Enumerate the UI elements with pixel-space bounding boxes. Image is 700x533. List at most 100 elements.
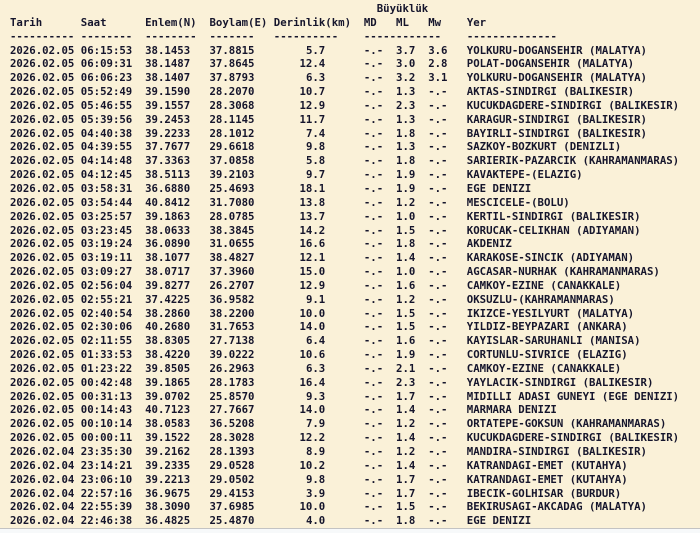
cell-ml: 1.4 <box>396 403 416 417</box>
cell-depth: 12.1 <box>299 251 326 265</box>
cell-md: -.- <box>363 251 384 265</box>
cell-time: 03:58:31 <box>80 181 133 195</box>
cell-date: 2026.02.05 <box>10 237 75 251</box>
cell-ml: 1.7 <box>396 472 416 486</box>
cell-md: -.- <box>363 306 384 320</box>
cell-mw: 3.1 <box>428 71 448 85</box>
earthquake-row: 2026.02.05 02:11:55 38.8305 27.7138 6.4 … <box>10 334 700 348</box>
earthquake-row: 2026.02.05 02:55:21 37.4225 36.9582 9.1 … <box>10 293 700 307</box>
separator-longitude: ------- <box>209 29 255 43</box>
cell-mw: -.- <box>428 514 448 528</box>
cell-latitude: 38.1453 <box>145 43 191 57</box>
cell-date: 2026.02.05 <box>10 140 75 154</box>
cell-date: 2026.02.05 <box>10 112 75 126</box>
cell-time: 01:33:53 <box>80 348 133 362</box>
cell-longitude: 29.0502 <box>209 472 255 486</box>
cell-location: AGCASAR-NURHAK (KAHRAMANMARAS) <box>466 265 660 279</box>
earthquake-row: 2026.02.04 23:06:10 39.2213 29.0502 9.8 … <box>10 473 700 487</box>
cell-ml: 1.3 <box>396 112 416 126</box>
cell-ml: 1.6 <box>396 278 416 292</box>
cell-date: 2026.02.05 <box>10 278 75 292</box>
cell-latitude: 39.1522 <box>145 431 191 445</box>
cell-mw: -.- <box>428 251 448 265</box>
cell-mw: -.- <box>428 472 448 486</box>
earthquake-row: 2026.02.05 00:14:43 40.7123 27.7667 14.0… <box>10 403 700 417</box>
cell-location: KUCUKDAGDERE-SINDIRGI (BALIKESIR) <box>466 431 680 445</box>
cell-latitude: 38.5113 <box>145 168 191 182</box>
cell-longitude: 27.7138 <box>209 334 255 348</box>
cell-longitude: 28.3068 <box>209 98 255 112</box>
cell-date: 2026.02.05 <box>10 98 75 112</box>
cell-location: CAMKOY-EZINE (CANAKKALE) <box>466 361 622 375</box>
cell-location: OKSUZLU-(KAHRAMANMARAS) <box>466 292 615 306</box>
cell-latitude: 39.2162 <box>145 445 191 458</box>
cell-time: 05:46:55 <box>80 98 133 112</box>
cell-mw: -.- <box>428 417 448 431</box>
cell-ml: 1.7 <box>396 389 416 403</box>
cell-latitude: 38.2860 <box>145 306 191 320</box>
cell-ml: 1.4 <box>396 458 416 472</box>
cell-date: 2026.02.05 <box>10 431 75 445</box>
cell-ml: 1.5 <box>396 223 416 237</box>
cell-depth: 14.0 <box>299 403 326 417</box>
cell-depth: 11.7 <box>299 112 326 126</box>
cell-md: -.- <box>363 403 384 417</box>
cell-mw: -.- <box>428 223 448 237</box>
cell-md: -.- <box>363 445 384 458</box>
cell-md: -.- <box>363 458 384 472</box>
cell-longitude: 28.2070 <box>209 85 255 99</box>
cell-time: 02:56:04 <box>80 278 133 292</box>
earthquake-row: 2026.02.05 00:42:48 39.1865 28.1783 16.4… <box>10 376 700 390</box>
cell-time: 00:00:11 <box>80 431 133 445</box>
cell-latitude: 40.2680 <box>145 320 191 334</box>
earthquake-row: 2026.02.05 06:06:23 38.1407 37.8793 6.3 … <box>10 71 700 85</box>
cell-date: 2026.02.05 <box>10 195 75 209</box>
cell-ml: 1.5 <box>396 500 416 514</box>
earthquake-row: 2026.02.05 03:23:45 38.0633 38.3845 14.2… <box>10 224 700 238</box>
cell-latitude: 38.1077 <box>145 251 191 265</box>
cell-depth: 12.2 <box>299 431 326 445</box>
column-header-md: MD <box>363 15 377 29</box>
cell-md: -.- <box>363 348 384 362</box>
cell-depth: 6.3 <box>305 361 326 375</box>
cell-depth: 8.9 <box>305 445 326 458</box>
cell-latitude: 39.8277 <box>145 278 191 292</box>
cell-location: EGE DENIZI <box>466 181 532 195</box>
cell-location: KORUCAK-CELIKHAN (ADIYAMAN) <box>466 223 641 237</box>
cell-latitude: 38.1407 <box>145 71 191 85</box>
cell-time: 23:14:21 <box>80 458 133 472</box>
cell-longitude: 31.7653 <box>209 320 255 334</box>
cell-ml: 2.3 <box>396 98 416 112</box>
cell-mw: -.- <box>428 348 448 362</box>
cell-depth: 5.7 <box>305 43 326 57</box>
cell-longitude: 28.0785 <box>209 209 255 223</box>
cell-ml: 1.0 <box>396 209 416 223</box>
cell-latitude: 39.1865 <box>145 375 191 389</box>
cell-depth: 9.7 <box>305 168 326 182</box>
magnitude-group-header: Büyüklük <box>376 2 429 15</box>
earthquake-row: 2026.02.05 00:00:11 39.1522 28.3028 12.2… <box>10 431 700 445</box>
cell-mw: -.- <box>428 154 448 168</box>
cell-ml: 1.9 <box>396 181 416 195</box>
cell-longitude: 37.8793 <box>209 71 255 85</box>
cell-location: SARIERIK-PAZARCIK (KAHRAMANMARAS) <box>466 154 680 168</box>
cell-md: -.- <box>363 181 384 195</box>
cell-location: KAVAKTEPE-(ELAZIG) <box>466 168 583 182</box>
cell-md: -.- <box>363 375 384 389</box>
cell-latitude: 36.9675 <box>145 486 191 500</box>
cell-md: -.- <box>363 292 384 306</box>
cell-date: 2026.02.05 <box>10 154 75 168</box>
cell-latitude: 39.1590 <box>145 85 191 99</box>
cell-location: MESCICELE-(BOLU) <box>466 195 570 209</box>
cell-ml: 1.5 <box>396 306 416 320</box>
cell-location: CAMKOY-EZINE (CANAKKALE) <box>466 278 622 292</box>
cell-mw: -.- <box>428 361 448 375</box>
cell-md: -.- <box>363 57 384 71</box>
cell-md: -.- <box>363 500 384 514</box>
cell-mw: -.- <box>428 306 448 320</box>
cell-longitude: 29.0528 <box>209 458 255 472</box>
cell-ml: 3.7 <box>396 43 416 57</box>
cell-time: 23:35:30 <box>80 445 133 458</box>
earthquake-row: 2026.02.05 04:40:38 39.2233 28.1012 7.4 … <box>10 127 700 141</box>
